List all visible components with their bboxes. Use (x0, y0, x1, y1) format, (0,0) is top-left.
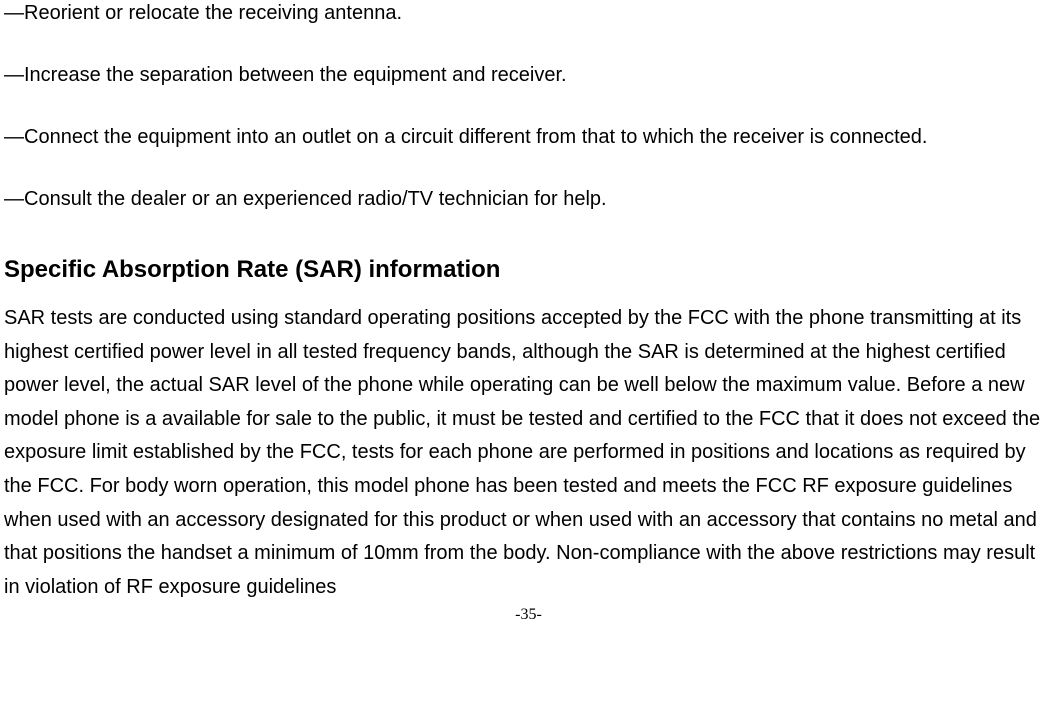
page-number: -35- (4, 606, 1053, 624)
body-paragraph: SAR tests are conducted using standard o… (4, 302, 1053, 604)
bullet-item: —Connect the equipment into an outlet on… (4, 124, 1053, 150)
document-page: —Reorient or relocate the receiving ante… (0, 0, 1057, 624)
bullet-item: —Increase the separation between the equ… (4, 62, 1053, 88)
section-heading: Specific Absorption Rate (SAR) informati… (4, 256, 1053, 284)
bullet-item: —Reorient or relocate the receiving ante… (4, 0, 1053, 26)
bullet-item: —Consult the dealer or an experienced ra… (4, 186, 1053, 212)
